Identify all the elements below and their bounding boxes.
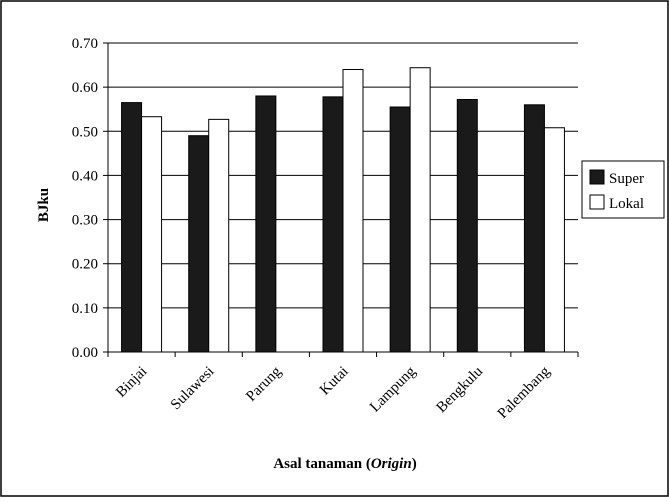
bar-lokal xyxy=(208,118,230,353)
bar-super xyxy=(456,99,478,353)
bars xyxy=(121,67,565,353)
bar-lokal xyxy=(342,68,364,353)
bar-super xyxy=(188,135,210,353)
bar-lokal xyxy=(409,67,431,353)
y-tick-labels: 0.00 0.10 0.20 0.30 0.40 0.50 0.60 0.70 xyxy=(72,36,98,361)
y-tick-label: 0.20 xyxy=(72,257,98,273)
x-axis-title-end: ) xyxy=(412,456,417,472)
y-tick-label: 0.60 xyxy=(72,80,98,96)
y-tick-label: 0.50 xyxy=(72,124,98,140)
y-tick-label: 0.00 xyxy=(72,345,98,361)
bar-lokal xyxy=(543,127,565,353)
y-tick-label: 0.10 xyxy=(72,301,98,317)
x-axis-title: Asal tanaman (Origin) xyxy=(273,456,416,472)
y-tick-label: 0.70 xyxy=(72,36,98,52)
y-axis-title: BJku xyxy=(36,188,52,222)
bar-super xyxy=(523,104,545,353)
legend-swatch-super xyxy=(589,169,605,185)
bar-super xyxy=(255,95,277,353)
bar-super xyxy=(121,102,143,353)
axes xyxy=(103,42,579,357)
x-axis-title-main: Asal tanaman ( xyxy=(273,456,371,472)
legend-label-lokal: Lokal xyxy=(609,196,644,212)
bar-lokal xyxy=(141,116,163,353)
bar-super xyxy=(389,106,411,353)
legend-swatch-lokal xyxy=(589,194,605,210)
legend: Super Lokal xyxy=(581,160,665,219)
legend-label-super: Super xyxy=(609,171,644,187)
y-tick-label: 0.40 xyxy=(72,168,98,184)
x-axis-title-italic: Origin xyxy=(371,456,412,472)
y-tick-label: 0.30 xyxy=(72,213,98,229)
bar-super xyxy=(322,96,344,353)
